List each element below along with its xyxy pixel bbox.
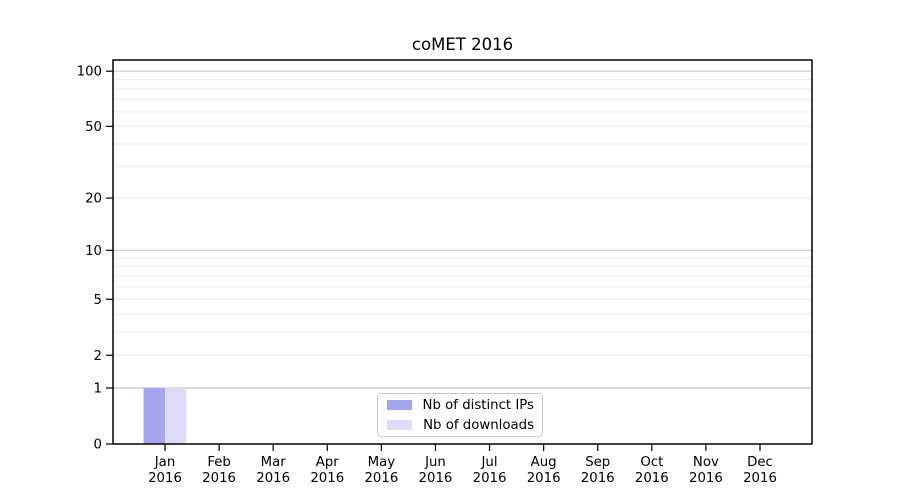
x-tick-label-month-nov: Nov: [693, 455, 719, 470]
x-tick-label-year-mar: 2016: [256, 471, 290, 486]
x-tick-label-month-mar: Mar: [261, 455, 287, 470]
y-tick-label-0: 0: [94, 438, 102, 453]
y-tick-label-100: 100: [77, 65, 102, 80]
legend-item-downloads: Nb of downloads: [386, 418, 534, 433]
x-tick-label-year-jul: 2016: [473, 471, 507, 486]
x-tick-label-month-jan: Jan: [154, 455, 176, 470]
y-tick-label-20: 20: [85, 192, 102, 207]
y-tick-label-2: 2: [94, 349, 102, 364]
x-tick-label-month-feb: Feb: [207, 455, 231, 470]
x-tick-label-year-oct: 2016: [635, 471, 669, 486]
x-tick-label-month-aug: Aug: [531, 455, 557, 470]
legend-label-distinct-ips: Nb of distinct IPs: [422, 397, 534, 413]
x-tick-label-year-aug: 2016: [527, 471, 561, 486]
x-tick-label-year-dec: 2016: [743, 471, 777, 486]
legend-item-distinct-ips: Nb of distinct IPs: [386, 398, 534, 413]
x-tick-label-year-sep: 2016: [581, 471, 615, 486]
legend: Nb of distinct IPs Nb of downloads: [377, 393, 543, 437]
x-tick-label-month-jul: Jul: [481, 455, 498, 470]
bar-nb-of-distinct-ips-jan-2016: [143, 388, 165, 444]
y-tick-label-10: 10: [85, 244, 102, 259]
y-tick-label-1: 1: [94, 382, 102, 397]
y-tick-label-5: 5: [94, 293, 102, 308]
x-tick-label-month-may: May: [368, 455, 396, 470]
x-tick-label-month-sep: Sep: [585, 455, 610, 470]
legend-swatch-distinct-ips: [387, 400, 412, 410]
legend-label-downloads: Nb of downloads: [423, 417, 534, 433]
chart-title: coMET 2016: [411, 35, 514, 54]
x-tick-label-year-nov: 2016: [689, 471, 723, 486]
x-tick-label-year-apr: 2016: [310, 471, 344, 486]
y-tick-label-50: 50: [85, 120, 102, 135]
x-tick-label-month-dec: Dec: [747, 455, 773, 470]
x-tick-label-month-jun: Jun: [424, 455, 446, 470]
x-tick-label-month-apr: Apr: [316, 455, 340, 470]
x-tick-label-year-feb: 2016: [202, 471, 236, 486]
x-tick-label-year-may: 2016: [364, 471, 398, 486]
bar-nb-of-downloads-jan-2016: [165, 388, 187, 444]
x-tick-label-month-oct: Oct: [640, 455, 663, 470]
x-tick-label-year-jan: 2016: [148, 471, 182, 486]
x-tick-label-year-jun: 2016: [419, 471, 453, 486]
legend-swatch-downloads: [387, 420, 413, 430]
plot-frame: [112, 59, 813, 445]
